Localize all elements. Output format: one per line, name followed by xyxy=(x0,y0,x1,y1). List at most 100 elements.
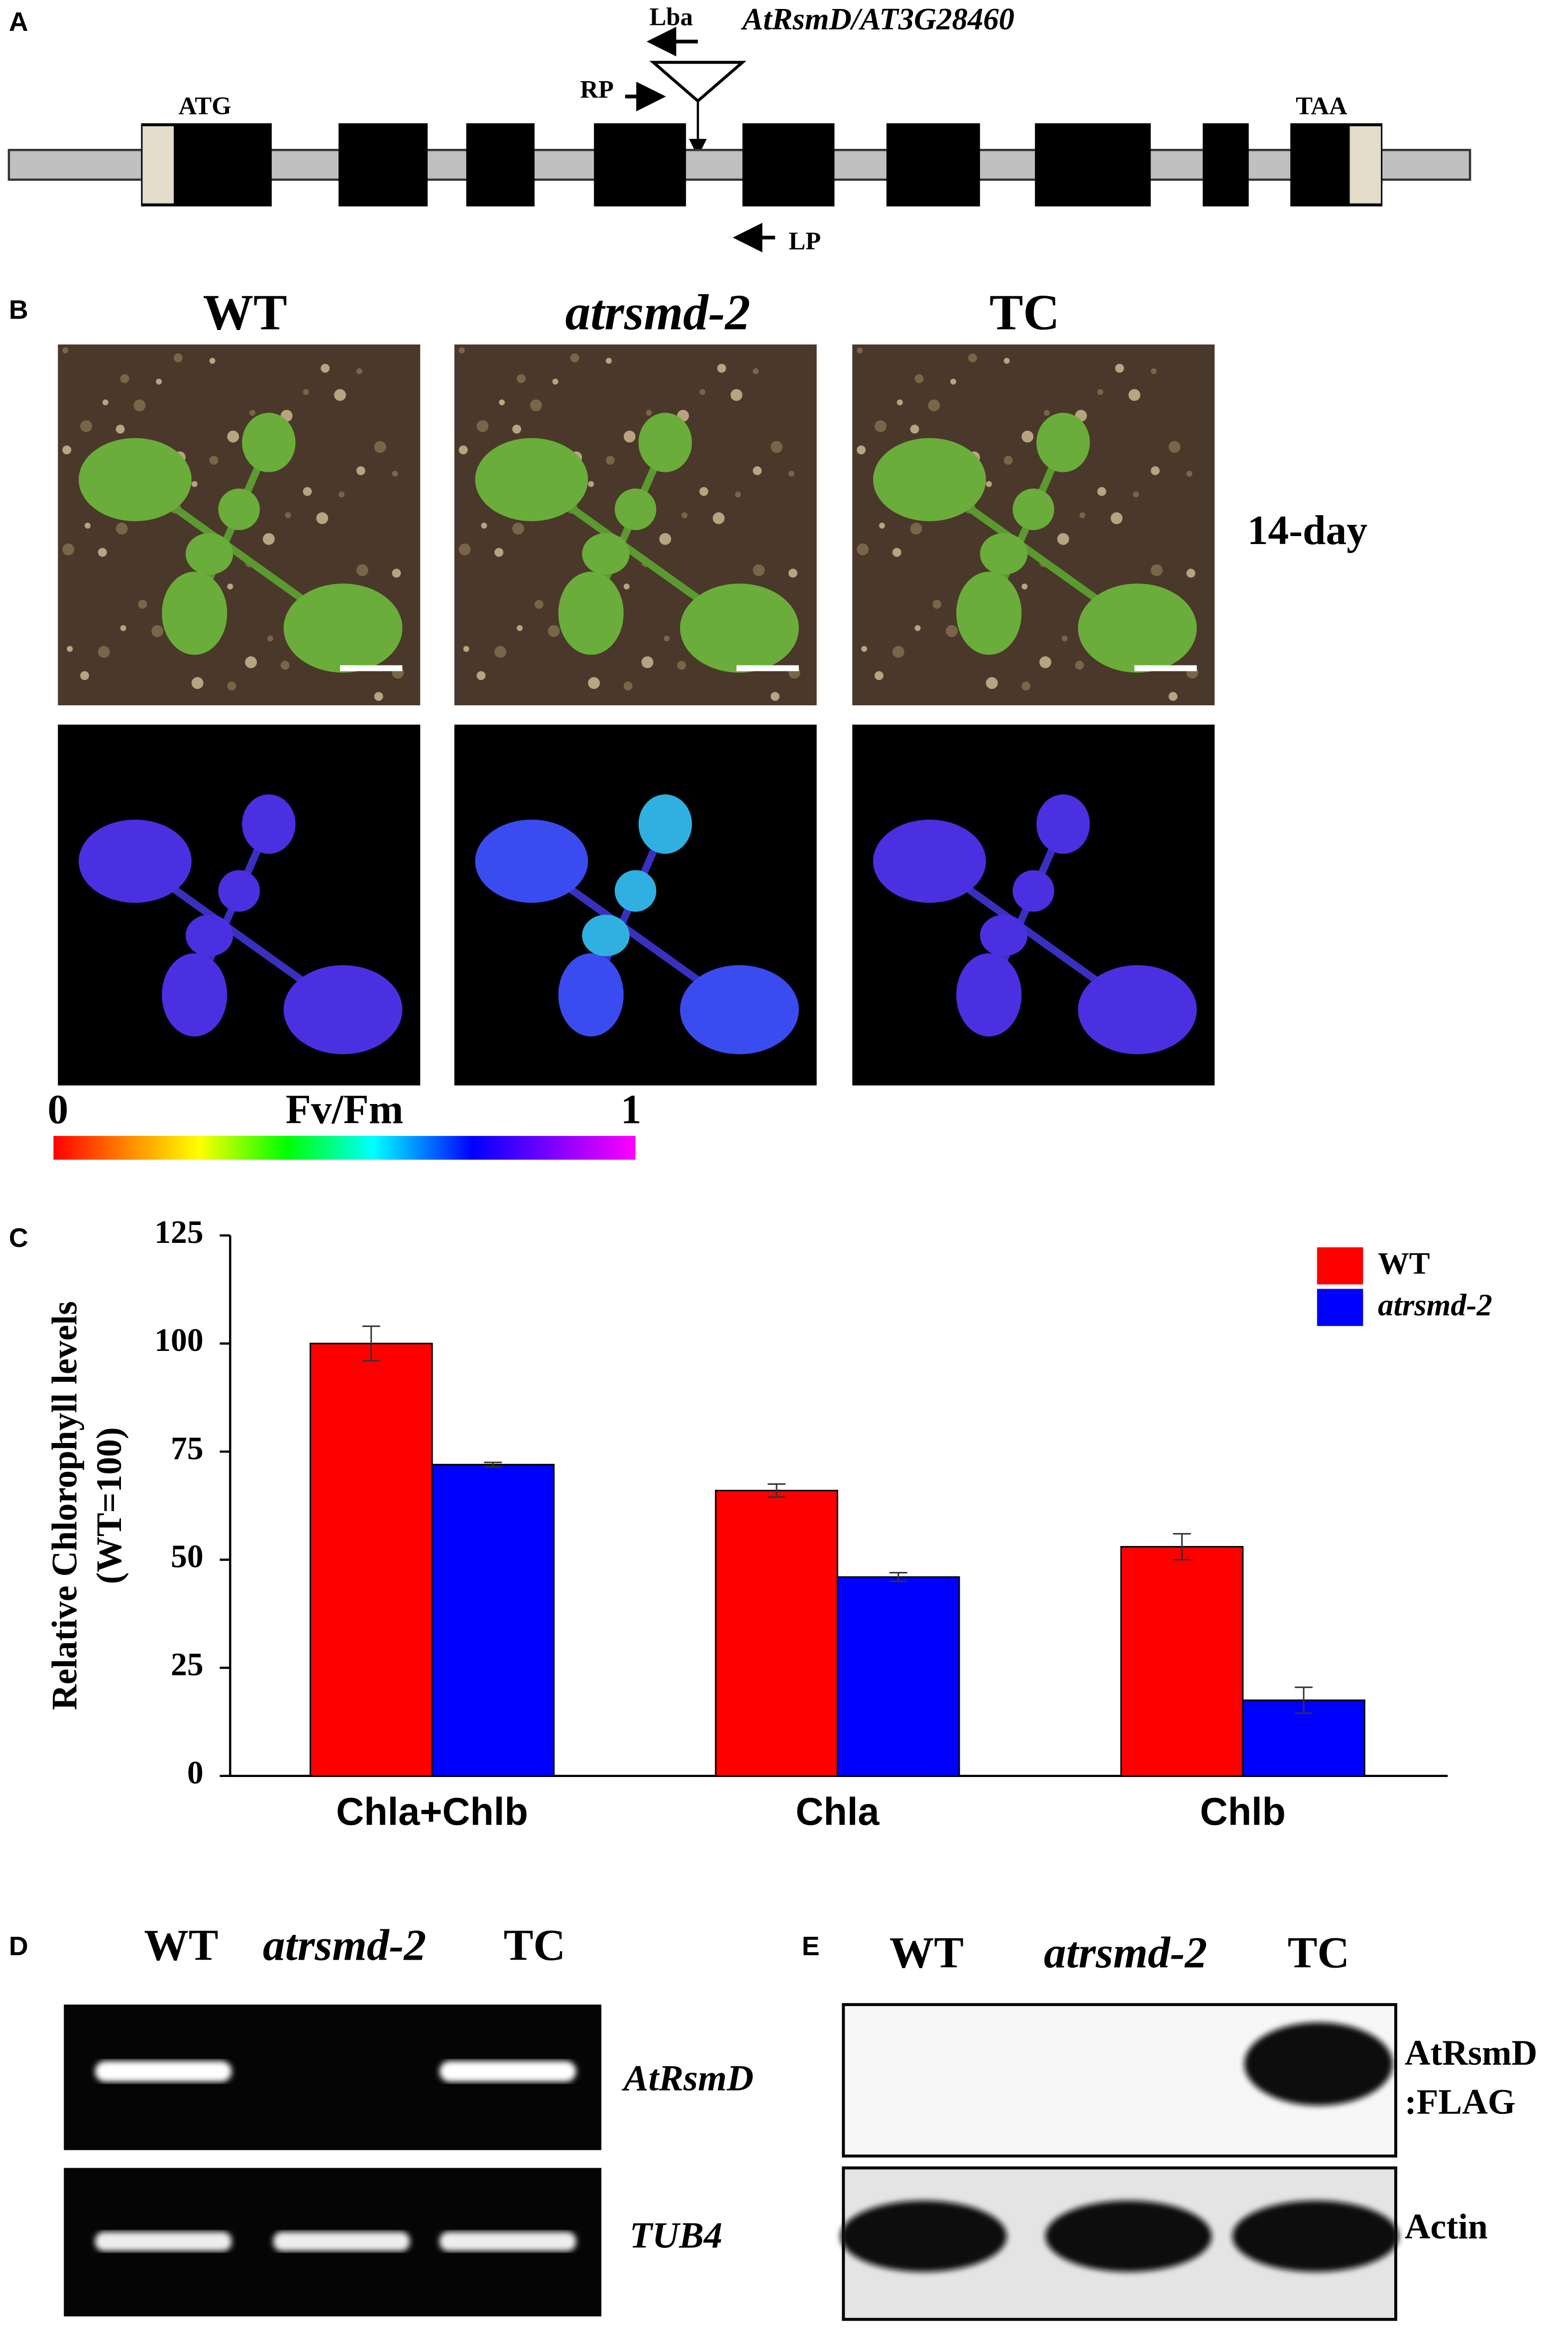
leaf xyxy=(475,819,588,903)
soil-speck xyxy=(753,466,762,475)
label: WT xyxy=(144,1920,218,1970)
error-bar xyxy=(1295,1686,1313,1714)
soil-speck xyxy=(771,692,780,701)
band xyxy=(95,2231,232,2251)
soil-speck xyxy=(1061,635,1068,642)
soil-speck xyxy=(174,353,183,362)
soil-speck xyxy=(1168,441,1181,453)
label: TC xyxy=(1288,1928,1349,1977)
soil-speck xyxy=(267,635,273,642)
insertion xyxy=(649,61,747,103)
soil-speck xyxy=(1021,681,1031,691)
soil-speck xyxy=(1075,661,1084,670)
soil-speck xyxy=(1044,410,1050,416)
soil-speck xyxy=(227,431,239,443)
soil-speck xyxy=(1097,487,1107,496)
label: 0 xyxy=(47,1087,68,1133)
soil-speck xyxy=(356,368,362,374)
soil-speck xyxy=(62,543,75,555)
error-bar xyxy=(889,1572,907,1582)
leaf xyxy=(162,953,227,1037)
band xyxy=(273,2231,410,2251)
soil-speck xyxy=(548,625,560,637)
label: 25 xyxy=(171,1647,204,1683)
label: B xyxy=(9,295,28,325)
error-bar xyxy=(362,1325,380,1362)
soil-speck xyxy=(910,425,919,434)
leaf xyxy=(162,571,227,655)
soil-speck xyxy=(512,425,522,434)
soil-speck xyxy=(334,389,346,401)
soil-speck xyxy=(606,455,615,465)
soil-speck xyxy=(932,600,942,609)
label: WT xyxy=(1378,1246,1430,1281)
leaf xyxy=(582,914,630,957)
legend-swatch xyxy=(1317,1289,1363,1326)
label: AtRsmD xyxy=(622,2058,754,2099)
leaf xyxy=(242,794,296,854)
soil-speck xyxy=(788,568,797,578)
soil-speck xyxy=(730,389,743,401)
soil-speck xyxy=(892,548,901,557)
bar xyxy=(431,1463,555,1777)
label: RP xyxy=(580,76,614,104)
label: atrsmd-2 xyxy=(1044,1928,1207,1977)
exon xyxy=(594,123,686,207)
soil-speck xyxy=(476,671,486,680)
label: 100 xyxy=(154,1323,203,1358)
leaf xyxy=(558,953,624,1037)
soil-speck xyxy=(1111,512,1123,525)
leaf xyxy=(980,533,1028,575)
soil-speck xyxy=(664,635,670,642)
soil-speck xyxy=(120,374,129,383)
leaf xyxy=(218,488,260,530)
soil-speck xyxy=(1021,431,1034,443)
leaf xyxy=(956,571,1022,655)
soil-speck xyxy=(476,420,489,433)
leaf xyxy=(980,914,1028,957)
leaf xyxy=(956,953,1022,1037)
soil-speck xyxy=(986,677,998,689)
leaf xyxy=(873,819,986,903)
soil-speck xyxy=(588,677,600,689)
soil-speck xyxy=(374,692,383,701)
soil-speck xyxy=(80,420,92,433)
soil-speck xyxy=(156,378,162,385)
bar xyxy=(309,1342,433,1777)
label: WT xyxy=(890,1928,964,1977)
leaf xyxy=(680,965,799,1055)
band xyxy=(95,2061,232,2082)
soil-speck xyxy=(102,399,109,406)
soil-speck xyxy=(623,681,633,691)
soil-speck xyxy=(1021,583,1028,590)
soil-speck xyxy=(857,347,863,353)
leaf xyxy=(242,413,296,472)
label: D xyxy=(9,1931,28,1961)
soil-speck xyxy=(98,548,107,557)
leaf xyxy=(1012,488,1054,530)
soil-speck xyxy=(861,646,868,652)
label: A xyxy=(9,7,28,37)
soil-speck xyxy=(681,512,688,519)
leaf xyxy=(680,583,799,673)
soil-speck xyxy=(588,481,594,487)
label: Actin xyxy=(1405,2207,1488,2246)
soil-speck xyxy=(209,455,219,465)
soil-speck xyxy=(735,491,741,498)
soil-speck xyxy=(623,431,636,443)
soil-speck xyxy=(209,357,216,364)
soil-speck xyxy=(458,445,468,454)
band xyxy=(840,2200,1007,2272)
soil-speck xyxy=(717,363,726,373)
soil-speck xyxy=(641,656,654,668)
soil-speck xyxy=(606,357,612,364)
label: LP xyxy=(788,227,821,255)
label: TC xyxy=(504,1920,565,1970)
label: 50 xyxy=(171,1539,204,1575)
soil-speck xyxy=(191,481,198,487)
soil-speck xyxy=(1115,363,1124,373)
soil-speck xyxy=(85,523,91,529)
soil-speck xyxy=(950,378,957,385)
soil-speck xyxy=(570,353,579,362)
